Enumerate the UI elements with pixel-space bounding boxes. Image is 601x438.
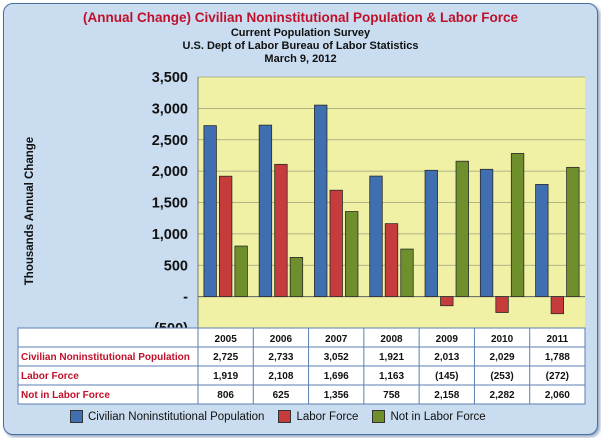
- table-value: 806: [217, 390, 234, 401]
- legend-item: Civilian Noninstitutional Population: [70, 410, 264, 423]
- table-value: 2,108: [268, 371, 293, 382]
- y-tick-label: 3,500: [152, 70, 188, 86]
- chart-legend: Civilian Noninstitutional Population Labo…: [70, 410, 500, 423]
- bar: [510, 153, 525, 298]
- bar: [203, 125, 217, 298]
- table-value: 625: [273, 390, 290, 401]
- bar: [440, 296, 454, 307]
- chart-subtitle-date: March 9, 2012: [264, 53, 337, 65]
- legend-label: Civilian Noninstitutional Population: [88, 410, 265, 423]
- legend-swatch: [372, 410, 386, 423]
- table-value: (253): [490, 371, 513, 382]
- table-value: 2,013: [434, 352, 459, 363]
- table-value: 1,921: [379, 352, 404, 363]
- y-tick-label: 2,000: [152, 164, 188, 180]
- category-label: 2008: [380, 334, 403, 345]
- legend-swatch: [70, 410, 83, 423]
- table-value: 2,029: [490, 352, 515, 363]
- bar: [274, 163, 288, 298]
- category-label: 2009: [436, 334, 459, 345]
- table-value: 2,725: [213, 352, 238, 363]
- table-series-label: Civilian Noninstitutional Population: [21, 352, 190, 363]
- category-label: 2010: [491, 334, 514, 345]
- category-label: 2011: [547, 334, 569, 345]
- bar: [455, 160, 469, 298]
- y-tick-label: -: [183, 290, 188, 306]
- table-value: 1,919: [213, 371, 238, 382]
- chart-subtitle-survey: Current Population Survey: [230, 27, 371, 39]
- legend-item: Not in Labor Force: [372, 410, 486, 423]
- table-value: 2,060: [545, 390, 570, 401]
- bar: [289, 257, 304, 298]
- table-value: 1,788: [545, 352, 570, 363]
- table-series-label: Labor Force: [21, 371, 79, 382]
- bar: [566, 166, 580, 298]
- y-tick-label: 3,000: [152, 101, 188, 117]
- legend-label: Labor Force: [296, 410, 359, 423]
- table-value: 2,733: [268, 352, 293, 363]
- table-value: 758: [383, 390, 400, 401]
- bar: [314, 104, 328, 298]
- table-value: (145): [435, 371, 458, 382]
- table-value: 3,052: [324, 352, 349, 363]
- bar: [345, 211, 359, 298]
- bar: [218, 175, 233, 298]
- legend-swatch: [278, 410, 292, 423]
- table-value: 1,163: [379, 371, 404, 382]
- y-tick-label: 500: [164, 258, 188, 274]
- bar: [495, 296, 509, 313]
- table-value: 1,356: [324, 390, 349, 401]
- bar: [234, 245, 248, 298]
- table-series-label: Not in Labor Force: [21, 390, 110, 401]
- bar: [369, 175, 383, 298]
- bar: [384, 223, 399, 298]
- table-value: 2,282: [490, 390, 515, 401]
- bar: [329, 189, 343, 298]
- category-label: 2007: [325, 334, 348, 345]
- bar: [400, 248, 414, 298]
- bar: [479, 168, 494, 298]
- y-tick-label: 1,000: [152, 227, 188, 243]
- y-tick-label: 2,500: [152, 133, 188, 149]
- legend-item: Labor Force: [278, 410, 358, 423]
- category-label: 2005: [215, 334, 238, 345]
- category-label: 2006: [270, 334, 293, 345]
- chart-subtitle-source: U.S. Dept of Labor Bureau of Labor Stati…: [182, 40, 419, 52]
- y-tick-label: 1,500: [152, 196, 188, 212]
- table-value: 2,158: [434, 390, 459, 401]
- bar: [550, 296, 565, 315]
- chart-title: (Annual Change) Civilian Noninstitutiona…: [83, 10, 518, 25]
- bar: [424, 169, 438, 298]
- bar: [258, 124, 273, 298]
- legend-label: Not in Labor Force: [390, 410, 486, 423]
- table-value: 1,696: [324, 371, 349, 382]
- table-value: (272): [546, 371, 569, 382]
- bar: [535, 184, 549, 298]
